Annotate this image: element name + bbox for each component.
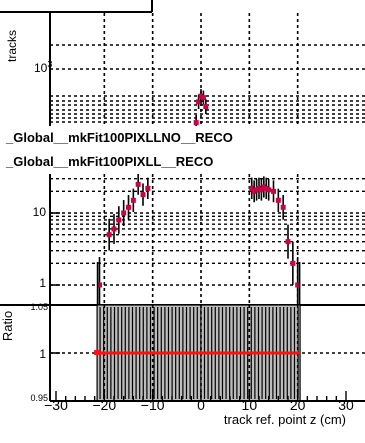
ratio-axis-title: Ratio	[0, 311, 15, 341]
data-point	[97, 282, 102, 288]
x-tick-labels: −30 −20 −10 0 10 20 30	[44, 397, 354, 413]
ytick-label-1000: 103	[34, 59, 52, 75]
x-tick-label: 20	[290, 397, 306, 413]
data-point	[249, 185, 255, 191]
data-point	[295, 282, 301, 288]
data-point	[121, 210, 127, 216]
data-point	[130, 197, 136, 203]
data-point	[193, 120, 199, 126]
data-point	[196, 99, 202, 105]
x-tick-label: −30	[44, 397, 68, 413]
data-point	[111, 226, 117, 232]
ytick-label-10: 10	[33, 205, 47, 219]
x-axis-title: track ref. point z (cm)	[224, 412, 346, 427]
upper-plot-background	[50, 174, 365, 305]
data-point	[280, 204, 286, 210]
ratio-tick-label-105: 1.05	[30, 302, 48, 312]
x-tick-label: 30	[338, 397, 354, 413]
data-point	[203, 104, 209, 110]
data-point	[266, 187, 272, 193]
ratio-point	[94, 350, 100, 355]
legend-entry-2: _Global__mkFit100PIXLL__RECO	[0, 150, 365, 174]
data-point	[271, 188, 276, 194]
data-point	[275, 197, 281, 203]
x-tick-label: −10	[141, 397, 165, 413]
x-tick-label: 10	[242, 397, 258, 413]
data-point	[200, 95, 206, 101]
data-point	[258, 187, 264, 193]
data-point	[116, 217, 122, 223]
ratio-plot	[0, 304, 365, 402]
x-tick-label: −20	[92, 397, 116, 413]
data-point	[140, 192, 146, 198]
ratio-tick-label-095: 0.95	[30, 393, 48, 403]
data-point	[290, 260, 296, 266]
upper-plot-main	[49, 173, 365, 313]
data-point	[145, 185, 151, 191]
data-point	[126, 204, 131, 210]
x-tick-label: 0	[197, 397, 205, 413]
title-box	[0, 0, 152, 13]
legend-entry-1: _Global__mkFit100PIXLLNO__RECO	[0, 126, 365, 150]
data-point	[106, 232, 112, 238]
y-axis-title: tracks	[5, 30, 19, 62]
ratio-tick-label-1: 1	[39, 347, 46, 361]
upper-plot-top	[0, 0, 365, 131]
data-point	[135, 181, 141, 187]
ytick-label-1: 1	[39, 276, 46, 290]
data-point	[285, 239, 291, 245]
axis-text: tracks Ratio track ref. point z (cm) 103…	[0, 30, 354, 427]
